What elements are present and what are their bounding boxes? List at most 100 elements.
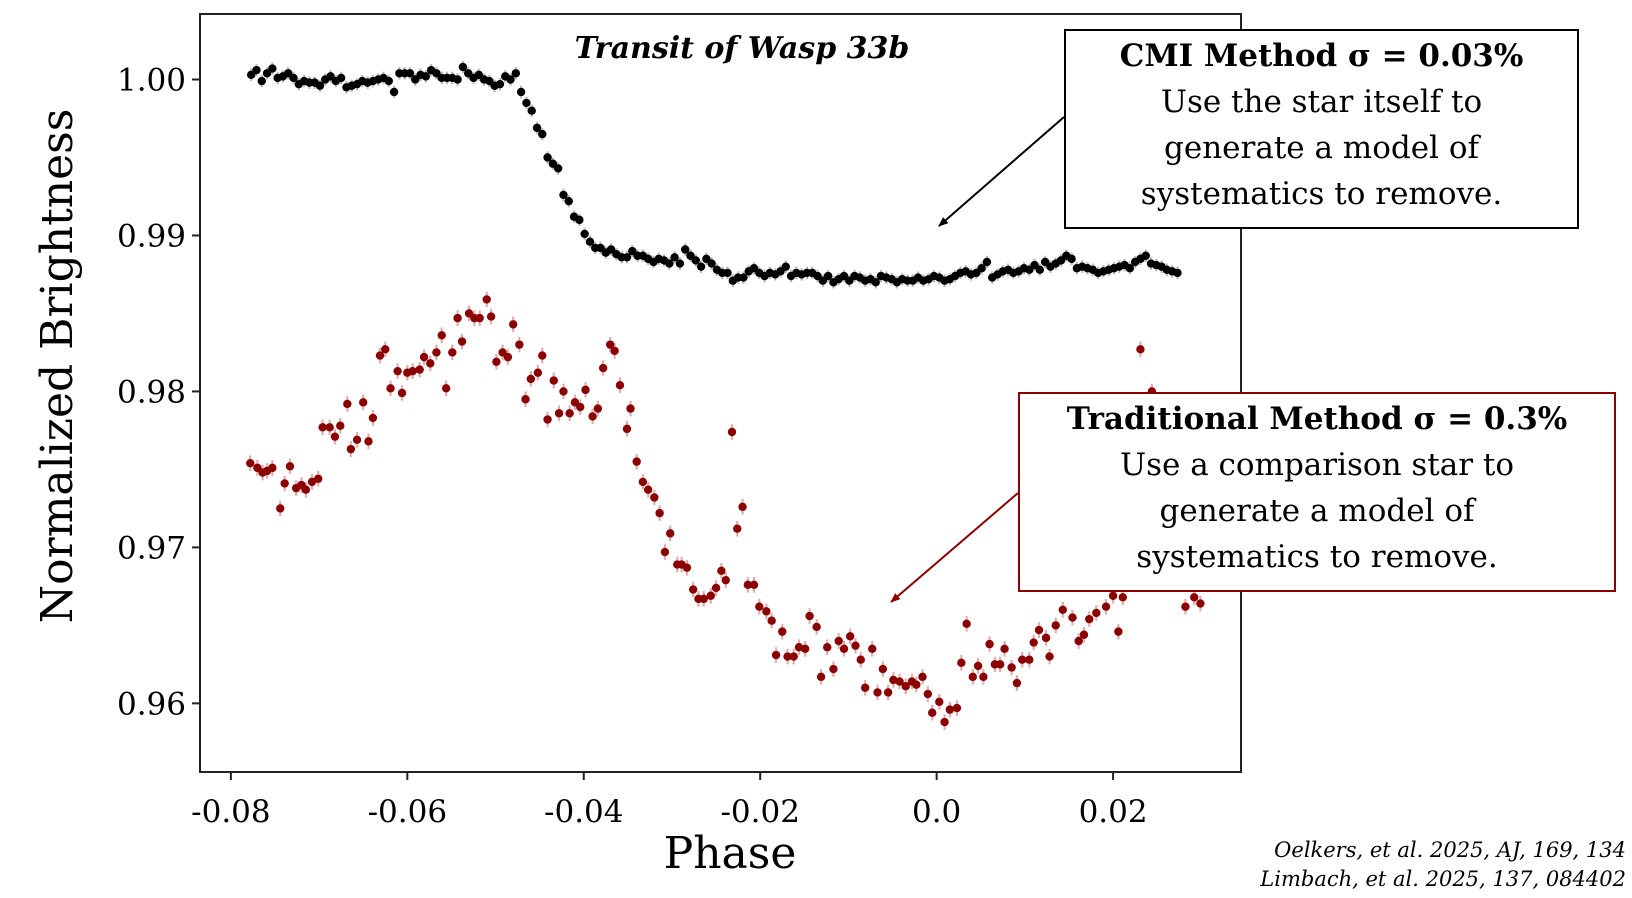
cmi-point — [781, 262, 790, 271]
traditional-point — [738, 502, 747, 512]
cmi-arrow — [938, 116, 1065, 227]
traditional-point — [699, 594, 708, 604]
traditional-point — [1034, 625, 1044, 635]
traditional-point — [923, 689, 933, 699]
y-axis: 1.00 0.99 0.98 0.97 0.96 — [117, 63, 200, 722]
traditional-point — [883, 688, 893, 697]
cmi-point — [495, 79, 505, 89]
traditional-point — [918, 672, 927, 682]
cmi-point — [681, 245, 690, 254]
traditional-point — [276, 504, 285, 513]
x-tick-label: -0.08 — [191, 794, 271, 830]
traditional-point — [598, 363, 608, 373]
cmi-line: Use the star itself to — [1160, 84, 1483, 120]
traditional-point — [486, 312, 496, 321]
traditional-point — [441, 384, 451, 393]
cmi-point — [723, 268, 732, 278]
traditional-point — [325, 423, 334, 432]
chart-title: Transit of Wasp 33b — [575, 31, 910, 66]
traditional-point — [851, 641, 860, 650]
traditional-point — [375, 351, 385, 360]
traditional-point — [538, 351, 547, 360]
traditional-point — [307, 477, 317, 487]
traditional-point — [711, 583, 721, 593]
cmi-point — [977, 264, 986, 273]
traditional-line: generate a model of — [1159, 493, 1475, 529]
traditional-point — [368, 413, 378, 423]
traditional-point — [415, 365, 424, 374]
traditional-point — [1007, 663, 1016, 672]
traditional-point — [610, 346, 619, 356]
traditional-point — [1051, 621, 1060, 630]
traditional-point — [666, 529, 675, 538]
cmi-point — [453, 75, 462, 84]
cmi-point — [982, 257, 992, 267]
traditional-point — [800, 644, 810, 653]
traditional-point — [1085, 614, 1094, 624]
traditional-point — [386, 384, 395, 393]
traditional-point — [812, 622, 821, 632]
traditional-point — [895, 677, 904, 686]
cmi-point — [522, 98, 531, 108]
traditional-point — [935, 697, 944, 707]
traditional-point — [743, 580, 753, 590]
traditional-point — [457, 337, 467, 346]
cmi-point — [1173, 268, 1182, 278]
cmi-point — [739, 273, 748, 282]
traditional-point — [1018, 655, 1027, 664]
y-tick-label: 0.99 — [117, 218, 186, 254]
cmi-annotation-box: CMI Method σ = 0.03% Use the star itself… — [1064, 29, 1579, 229]
traditional-point — [301, 485, 311, 494]
cmi-point — [336, 73, 346, 83]
traditional-point — [706, 591, 715, 600]
arrows-layer — [890, 116, 1065, 603]
cmi-point — [696, 262, 706, 271]
traditional-point — [643, 485, 653, 494]
traditional-arrow — [890, 492, 1019, 603]
y-tick-label: 0.96 — [117, 686, 186, 722]
traditional-point — [397, 388, 407, 398]
traditional-point — [626, 404, 635, 413]
cmi-point — [257, 76, 266, 86]
traditional-point — [543, 415, 552, 424]
traditional-point — [1190, 593, 1199, 602]
traditional-point — [952, 703, 962, 713]
cmi-point — [823, 271, 833, 281]
citation-limbach: Limbach, et al. 2025, 137, 084402 — [1260, 867, 1626, 891]
traditional-line: systematics to remove. — [1136, 539, 1498, 575]
traditional-point — [660, 547, 670, 557]
cmi-point — [580, 229, 589, 239]
traditional-point — [521, 395, 530, 404]
x-axis: -0.08 -0.06 -0.04 -0.02 0.0 0.02 — [191, 772, 1148, 830]
traditional-point — [482, 295, 491, 304]
traditional-point — [1118, 593, 1127, 602]
traditional-point — [419, 352, 429, 362]
traditional-point — [912, 680, 921, 689]
traditional-point — [1101, 602, 1111, 611]
traditional-point — [533, 368, 543, 377]
traditional-point — [352, 435, 362, 444]
points-layer — [246, 62, 1205, 727]
traditional-point — [1041, 633, 1051, 643]
cmi-point — [670, 253, 679, 262]
traditional-point — [957, 658, 966, 668]
cmi-point — [532, 123, 542, 133]
x-tick-label: -0.04 — [544, 794, 624, 830]
traditional-point — [1114, 627, 1123, 636]
traditional-point — [606, 340, 615, 349]
cmi-point — [1067, 254, 1076, 264]
cmi-point — [1141, 251, 1150, 260]
traditional-point — [823, 643, 832, 652]
traditional-point — [688, 585, 698, 594]
cmi-point — [527, 106, 536, 115]
cmi-point — [543, 153, 552, 162]
traditional-point — [1012, 678, 1022, 688]
traditional-point — [359, 398, 368, 407]
traditional-point — [1074, 636, 1083, 646]
cmi-point — [564, 196, 573, 206]
y-tick-label: 0.97 — [117, 530, 186, 566]
cmi-point — [622, 253, 632, 262]
traditional-point — [336, 421, 345, 430]
traditional-heading: Traditional Method σ = 0.3% — [1066, 401, 1568, 437]
traditional-point — [1029, 638, 1038, 647]
